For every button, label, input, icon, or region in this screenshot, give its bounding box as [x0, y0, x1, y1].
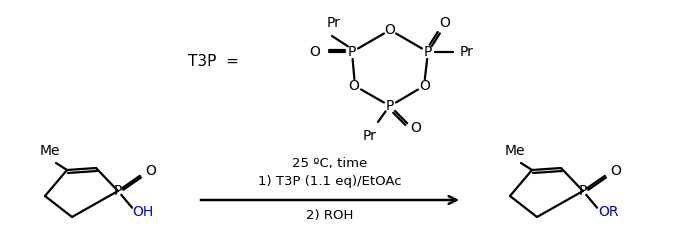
- Text: P: P: [348, 45, 356, 59]
- Text: O: O: [410, 121, 421, 135]
- Text: O: O: [440, 16, 451, 30]
- Text: O: O: [310, 45, 321, 59]
- Text: Pr: Pr: [363, 129, 377, 143]
- Text: Me: Me: [505, 144, 525, 158]
- Text: P: P: [424, 45, 432, 59]
- Text: 25 ºC, time: 25 ºC, time: [292, 158, 368, 170]
- Text: O: O: [384, 23, 395, 37]
- Text: P: P: [386, 99, 394, 113]
- Text: OH: OH: [132, 205, 153, 219]
- Text: O: O: [349, 79, 360, 93]
- Text: P: P: [579, 184, 587, 198]
- Text: OR: OR: [599, 205, 619, 219]
- Text: Me: Me: [40, 144, 60, 158]
- Text: O: O: [419, 79, 430, 93]
- Text: P: P: [114, 184, 122, 198]
- Text: T3P  =: T3P =: [188, 54, 239, 70]
- Text: O: O: [145, 164, 156, 178]
- Text: 1) T3P (1.1 eq)/EtOAc: 1) T3P (1.1 eq)/EtOAc: [258, 174, 402, 188]
- Text: O: O: [610, 164, 621, 178]
- Text: 2) ROH: 2) ROH: [306, 208, 353, 222]
- Text: Pr: Pr: [327, 16, 341, 30]
- Text: Pr: Pr: [460, 45, 474, 59]
